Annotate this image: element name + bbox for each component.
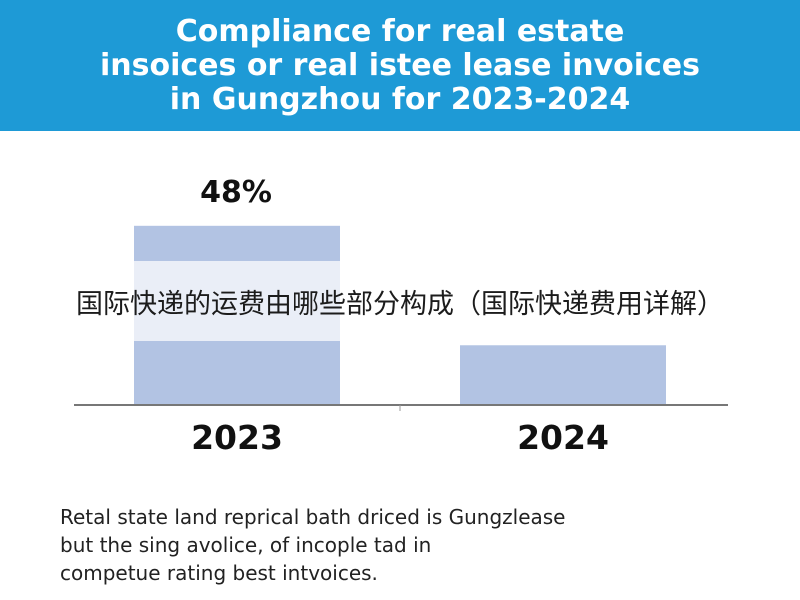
chart-title: Compliance for real estate insoices or r… <box>40 13 760 117</box>
caption: Retal state land reprical bath driced is… <box>60 503 780 587</box>
data-label-2023: 48% <box>200 175 272 210</box>
caption-line: Retal state land reprical bath driced is… <box>60 505 566 529</box>
x-tick-label-2023: 2023 <box>191 418 283 457</box>
x-tick-label-2024: 2024 <box>517 418 609 457</box>
title-line: Compliance for real estate <box>175 13 625 49</box>
bar-2024 <box>460 345 666 405</box>
title-line: insoices or real istee lease invoices <box>100 47 700 83</box>
title-line: in Gungzhou for 2023-2024 <box>169 81 631 117</box>
title-banner: Compliance for real estate insoices or r… <box>0 0 800 131</box>
overlay-banner: 国际快递的运费由哪些部分构成（国际快递费用详解） <box>0 261 800 341</box>
caption-line: competue rating best intvoices. <box>60 561 378 585</box>
overlay-text: 国际快递的运费由哪些部分构成（国际快递费用详解） <box>76 288 724 320</box>
caption-line: but the sing avolice, of incople tad in <box>60 533 432 557</box>
